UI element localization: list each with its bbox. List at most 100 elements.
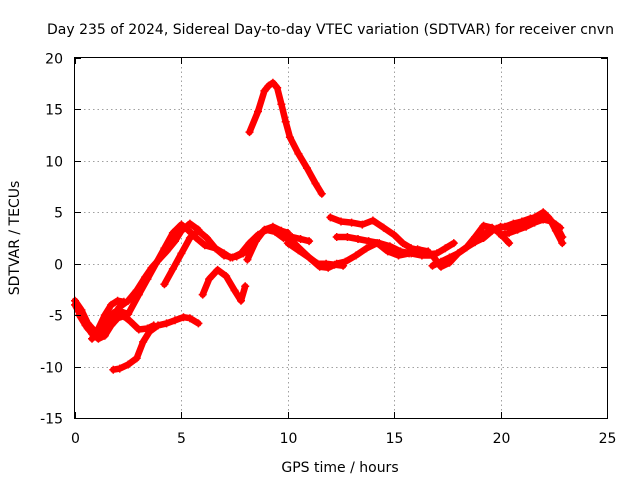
- data-point: [185, 314, 194, 323]
- data-point: [139, 337, 148, 346]
- data-point: [185, 234, 194, 242]
- y-tick-label: 0: [54, 258, 63, 274]
- data-point: [268, 222, 277, 231]
- data-point: [358, 220, 367, 229]
- data-point: [449, 239, 458, 248]
- data-point: [134, 325, 143, 334]
- data-point: [347, 218, 356, 227]
- data-point: [211, 244, 220, 253]
- data-point: [179, 313, 188, 322]
- data-point: [168, 264, 177, 273]
- x-axis-label: GPS time / hours: [281, 460, 398, 476]
- x-tick-label: 15: [386, 431, 404, 447]
- data-point: [88, 334, 96, 343]
- data-point: [398, 239, 407, 248]
- series-arc-4: [88, 296, 128, 343]
- data-point: [303, 164, 311, 173]
- data-point: [311, 179, 320, 188]
- data-point: [113, 314, 122, 323]
- data-point: [168, 228, 177, 237]
- data-point: [254, 107, 262, 116]
- y-tick-label: 10: [45, 155, 63, 171]
- data-layer: [71, 78, 567, 374]
- data-point: [237, 249, 245, 258]
- data-point: [294, 246, 303, 255]
- series-arc-2: [71, 219, 203, 340]
- data-point: [390, 230, 399, 239]
- data-point: [294, 149, 303, 158]
- series-line: [199, 266, 249, 304]
- plot-frame: [74, 57, 608, 419]
- x-tick-label: 0: [71, 431, 80, 447]
- data-point: [428, 251, 437, 260]
- data-point: [341, 257, 350, 266]
- data-point: [505, 228, 514, 237]
- data-point: [94, 324, 103, 333]
- data-point: [285, 133, 294, 142]
- data-point: [205, 275, 214, 284]
- data-point: [141, 273, 150, 282]
- x-tick-label: 20: [493, 431, 511, 447]
- data-point: [260, 86, 269, 95]
- data-point: [119, 297, 128, 306]
- data-point: [479, 221, 488, 230]
- data-point: [441, 244, 450, 253]
- data-point: [539, 215, 548, 224]
- data-point: [177, 226, 186, 235]
- data-point: [362, 244, 371, 253]
- data-point: [475, 233, 484, 241]
- data-point: [107, 300, 116, 309]
- data-point: [81, 321, 90, 330]
- data-point: [522, 222, 531, 231]
- data-point: [260, 225, 269, 234]
- data-point: [454, 249, 462, 258]
- data-point: [132, 354, 141, 363]
- x-tick-label: 25: [599, 431, 617, 447]
- data-point: [509, 219, 518, 228]
- x-tick-label: 10: [280, 431, 298, 447]
- data-point: [124, 360, 133, 369]
- data-point: [245, 128, 254, 137]
- data-point: [230, 286, 239, 295]
- data-point: [145, 327, 154, 336]
- data-point: [222, 272, 231, 281]
- y-tick-label: -5: [49, 309, 63, 325]
- data-point: [273, 83, 282, 92]
- data-point: [315, 262, 324, 271]
- data-point: [281, 117, 290, 126]
- series-arc-13: [332, 221, 514, 271]
- data-point: [113, 296, 122, 305]
- data-point: [185, 219, 194, 228]
- data-point: [354, 235, 362, 243]
- data-point: [505, 239, 514, 248]
- data-point: [305, 253, 314, 262]
- data-point: [496, 230, 505, 239]
- ticks: 0 5 10 15 20 25 -15 -10 -5 0 5 10 15 20: [40, 52, 616, 448]
- data-point: [115, 364, 124, 373]
- data-point: [471, 238, 480, 247]
- data-point: [194, 226, 203, 235]
- data-point: [109, 311, 118, 320]
- data-point: [332, 259, 341, 268]
- data-point: [198, 290, 207, 299]
- data-point: [264, 81, 273, 90]
- data-point: [558, 233, 567, 241]
- series-arc-16: [496, 215, 565, 239]
- data-point: [243, 255, 252, 264]
- data-point: [237, 296, 245, 305]
- data-point: [132, 286, 141, 295]
- data-point: [513, 225, 522, 234]
- data-point: [305, 237, 314, 246]
- data-point: [351, 251, 360, 260]
- y-tick-label: -10: [40, 361, 63, 377]
- data-point: [385, 242, 394, 251]
- data-point: [343, 233, 352, 241]
- data-point: [364, 237, 373, 246]
- data-point: [119, 312, 128, 321]
- data-point: [375, 239, 384, 248]
- data-point: [337, 217, 345, 226]
- data-point: [268, 78, 277, 87]
- data-point: [326, 213, 335, 222]
